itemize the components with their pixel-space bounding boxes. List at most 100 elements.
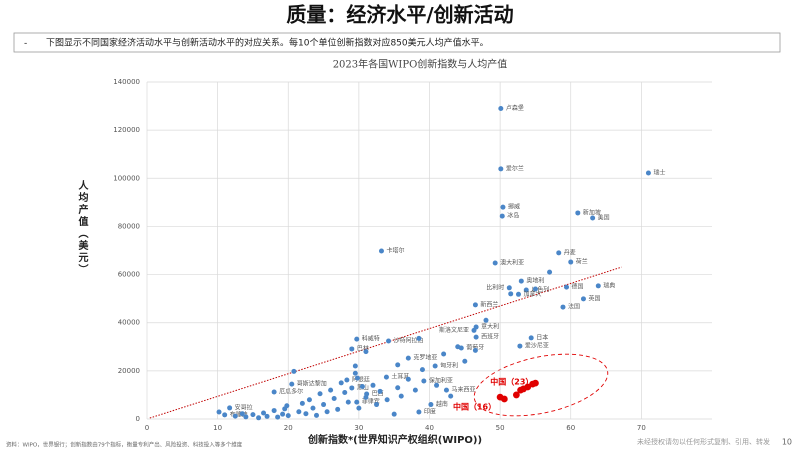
data-point	[227, 405, 233, 411]
data-point	[310, 405, 316, 411]
data-point	[416, 409, 422, 415]
point-label: 科威特	[362, 335, 380, 343]
data-point	[560, 304, 566, 310]
data-point	[232, 413, 238, 419]
data-point	[428, 402, 434, 408]
point-label: 菲律宾	[362, 398, 380, 406]
data-point	[243, 414, 249, 420]
data-point	[377, 388, 383, 394]
data-point	[405, 355, 411, 361]
y-tick-label: 0	[136, 415, 140, 423]
point-label: 布隆迪	[230, 410, 248, 418]
data-point	[499, 213, 505, 219]
data-point	[222, 412, 228, 418]
data-point	[352, 363, 358, 369]
data-point	[508, 291, 514, 297]
data-point	[443, 387, 449, 393]
data-point	[498, 105, 504, 111]
point-label: 越南	[436, 400, 448, 408]
data-point	[342, 390, 348, 396]
point-label: 瑞典	[603, 281, 615, 289]
data-point	[595, 283, 601, 289]
data-point	[421, 378, 427, 384]
point-label: 爱沙尼亚	[525, 342, 549, 350]
data-point	[448, 393, 454, 399]
data-point	[383, 374, 389, 380]
data-point	[455, 344, 461, 350]
data-point	[284, 403, 290, 409]
point-label: 澳大利亚	[500, 259, 524, 267]
data-point	[500, 204, 506, 210]
data-point	[419, 367, 425, 373]
data-point	[271, 408, 277, 414]
data-point	[264, 413, 270, 419]
data-point	[359, 384, 365, 390]
point-label: 哥斯达黎加	[297, 380, 327, 388]
data-point	[321, 402, 327, 408]
data-point	[473, 334, 479, 340]
point-label: 葡萄牙	[466, 343, 484, 351]
data-point	[289, 381, 295, 387]
x-tick-label: 10	[213, 424, 222, 432]
data-point	[216, 409, 222, 415]
data-point	[441, 351, 447, 357]
note-box	[13, 32, 781, 53]
data-point	[523, 287, 529, 293]
data-point	[303, 411, 309, 417]
data-point	[405, 376, 411, 382]
data-point	[256, 415, 262, 421]
x-tick-label: 20	[284, 424, 293, 432]
data-point	[331, 396, 337, 402]
point-label: 厄瓜多尔	[279, 388, 303, 396]
data-point	[398, 393, 404, 399]
data-point	[532, 286, 538, 292]
point-label: 加拿大	[523, 290, 541, 298]
highlight-point	[532, 379, 539, 387]
y-tick-label: 80000	[118, 222, 140, 230]
source-note: 资料：WIPO，世界银行；创新指数由79个指标，衡量专利产出、风险投资、科技投入…	[6, 441, 243, 449]
copyright-notice: 未经授权请勿以任何形式复制、引用、转发	[637, 437, 770, 446]
note: 下图显示不同国家经济活动水平与创新活动水平的对应关系。每10个单位创新指数对应8…	[46, 37, 489, 49]
point-label: 新西兰	[480, 300, 498, 308]
point-label: 安哥拉	[235, 403, 253, 411]
y-tick-label: 100000	[113, 174, 140, 182]
point-label: 马来西亚	[451, 386, 475, 394]
y-tick-label: 140000	[113, 78, 140, 86]
data-point	[324, 409, 330, 415]
data-point	[472, 347, 478, 353]
data-point	[354, 399, 360, 405]
data-point	[498, 166, 504, 172]
point-label: 巴林	[357, 344, 369, 352]
data-point	[492, 260, 498, 266]
data-point	[349, 385, 355, 391]
point-label: 法国	[568, 303, 580, 311]
bullet: -	[24, 39, 27, 49]
point-label: 阿根廷	[352, 376, 370, 384]
data-point	[345, 399, 351, 405]
data-point	[317, 391, 323, 397]
data-point	[395, 385, 401, 391]
data-point	[515, 291, 521, 297]
data-point	[306, 397, 312, 403]
data-point	[528, 335, 534, 341]
x-tick-label: 50	[496, 424, 505, 432]
chart-title: 2023年各国WIPO创新指数与人均产值	[333, 58, 508, 71]
data-point	[432, 363, 438, 369]
data-point	[314, 412, 319, 418]
data-point	[462, 358, 468, 364]
data-point	[374, 402, 380, 408]
point-label: 巴西	[372, 390, 384, 397]
data-point	[384, 397, 390, 403]
point-label: 爱尔兰	[506, 164, 524, 172]
data-point	[354, 375, 360, 381]
x-tick-label: 60	[566, 424, 575, 432]
data-point	[356, 405, 362, 411]
data-point	[344, 377, 350, 383]
highlight-point	[524, 383, 532, 391]
data-point	[472, 302, 478, 308]
data-point	[568, 259, 574, 265]
data-point	[575, 210, 581, 216]
data-point	[483, 317, 489, 323]
